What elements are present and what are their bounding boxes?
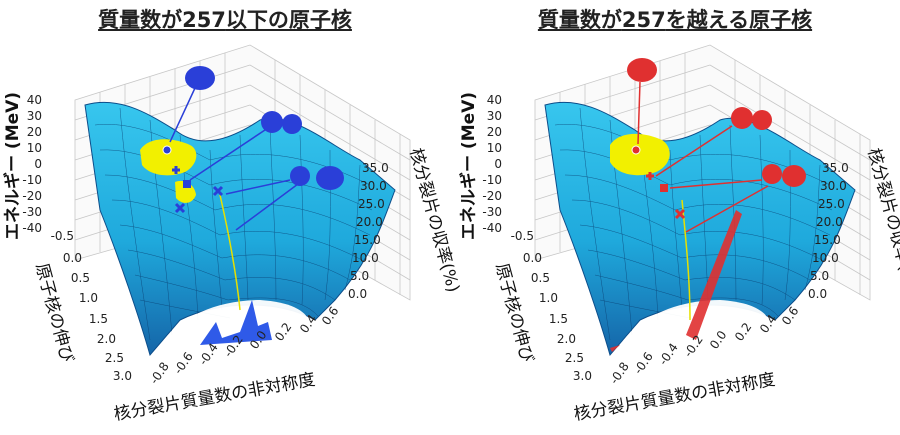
energy-tick: -30 (22, 205, 42, 219)
panel-left: 質量数が257以下の原子核 (3, 8, 463, 425)
panel-title: 質量数が257を越える原子核 (537, 8, 813, 32)
nucleus-shapes (169, 66, 344, 231)
mass-distribution (610, 210, 742, 352)
asymmetry-tick: -0.6 (171, 350, 196, 377)
panel-right: 質量数が257を越える原子核 (450, 0, 900, 435)
energy-tick: 40 (27, 93, 42, 107)
elongation-tick: 3.0 (113, 369, 132, 383)
yield-tick: 0.0 (808, 287, 827, 301)
yield-tick: 20.0 (816, 215, 843, 229)
yield-tick: 15.0 (354, 233, 381, 247)
elongation-tick: -0.5 (51, 229, 74, 243)
yield-tick: 10.0 (812, 251, 839, 265)
elongation-tick: 1.5 (89, 312, 108, 326)
elongation-tick: 1.0 (79, 291, 98, 305)
yield-tick: 15.0 (814, 233, 841, 247)
energy-surface-plot: 40 30 20 10 0 -10 -20 -30 -40 エネルギー (MeV… (3, 44, 463, 425)
nucleus-scission-icon (225, 166, 344, 231)
energy-surface-plot: 40 30 20 10 0 -10 -20 -30 -40 エネルギー (MeV… (459, 44, 900, 425)
yield-tick: 5.0 (810, 269, 829, 283)
yield-tick: 5.0 (350, 269, 369, 283)
energy-tick: -40 (482, 221, 502, 235)
energy-tick: 0 (494, 157, 502, 171)
asymmetry-tick: -0.6 (631, 350, 656, 377)
asymmetry-axis-label: 核分裂片質量数の非対称度 (572, 370, 776, 425)
nucleus-sphere-icon (169, 66, 215, 143)
elongation-tick: 0.0 (63, 251, 82, 265)
nucleus-scission-icon (669, 164, 806, 233)
mass-distribution (200, 300, 272, 345)
energy-axis-label: エネルギー (MeV) (3, 92, 23, 240)
yield-tick: 20.0 (356, 215, 383, 229)
energy-tick: 20 (487, 125, 502, 139)
energy-tick: 0 (34, 157, 42, 171)
yield-tick: 0.0 (348, 287, 367, 301)
asymmetry-axis-label: 核分裂片質量数の非対称度 (112, 370, 316, 425)
yield-tick: 30.0 (360, 179, 387, 193)
yield-tick: 10.0 (352, 251, 379, 265)
yield-tick: 25.0 (358, 197, 385, 211)
energy-tick: 30 (487, 109, 502, 123)
nucleus-elongated-icon (655, 107, 772, 177)
elongation-tick: 1.0 (539, 291, 558, 305)
asymmetry-tick: -0.8 (147, 360, 172, 387)
energy-tick: 20 (27, 125, 42, 139)
panel-title: 質量数が257以下の原子核 (98, 8, 352, 32)
elongation-tick: 2.5 (565, 351, 584, 365)
yield-tick: 25.0 (818, 197, 845, 211)
markers (162, 145, 224, 214)
elongation-tick: 2.5 (105, 351, 124, 365)
energy-tick: -20 (482, 189, 502, 203)
energy-tick: -10 (22, 173, 42, 187)
energy-tick: -10 (482, 173, 502, 187)
yield-tick: 35.0 (822, 161, 849, 175)
energy-tick: -40 (22, 221, 42, 235)
elongation-tick: 3.0 (573, 369, 592, 383)
energy-axis: 40 30 20 10 0 -10 -20 -30 -40 エネルギー (MeV… (459, 92, 502, 240)
energy-axis: 40 30 20 10 0 -10 -20 -30 -40 エネルギー (MeV… (3, 92, 42, 240)
elongation-tick: 0.0 (523, 251, 542, 265)
elongation-tick: 2.0 (97, 332, 116, 346)
energy-axis-label: エネルギー (MeV) (459, 92, 479, 240)
energy-tick: 10 (487, 141, 502, 155)
nucleus-shapes (627, 58, 806, 233)
energy-tick: 40 (487, 93, 502, 107)
energy-tick: -30 (482, 205, 502, 219)
nucleus-sphere-icon (627, 58, 657, 145)
elongation-tick: 1.5 (549, 312, 568, 326)
energy-tick: 10 (27, 141, 42, 155)
asymmetry-tick: -0.8 (607, 360, 632, 387)
nucleus-elongated-icon (189, 111, 302, 181)
elongation-tick: 0.5 (531, 271, 550, 285)
elongation-tick: -0.5 (511, 229, 534, 243)
energy-tick: 30 (27, 109, 42, 123)
elongation-tick: 0.5 (71, 271, 90, 285)
energy-tick: -20 (22, 189, 42, 203)
yield-tick: 35.0 (362, 161, 389, 175)
yield-tick: 30.0 (820, 179, 847, 193)
elongation-tick: 2.0 (557, 332, 576, 346)
markers (631, 145, 686, 220)
